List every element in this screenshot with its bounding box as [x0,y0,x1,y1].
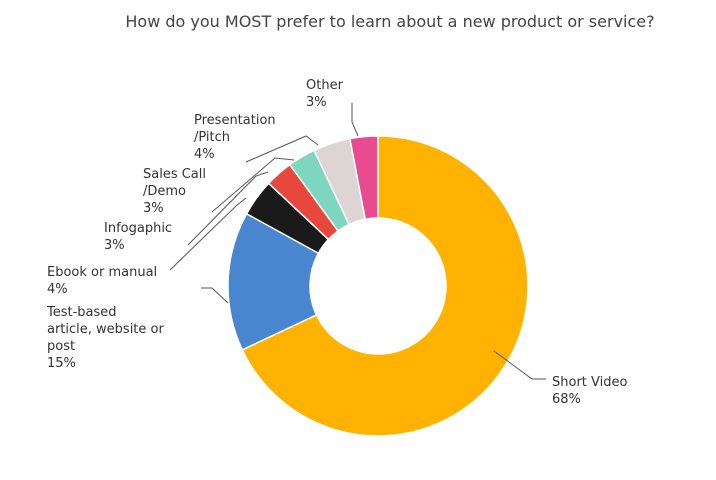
label-other: Other 3% [306,78,344,110]
leader-line-test-based-article-website-or-post [201,287,229,304]
leader-line-presentation-pitch [245,135,319,163]
leader-line-ebook-or-manual [169,197,247,271]
leader-line-sales-call-demo [211,157,295,213]
slice-short-video [241,135,529,437]
label-sales-call-demo: Sales Call/Demo 3% [143,167,206,216]
chart-title: How do you MOST prefer to learn about a … [125,12,654,31]
leader-line-infogaphic [187,171,269,246]
label-ebook-or-manual: Ebook or manual 4% [47,265,157,297]
slice-other [349,135,379,221]
leader-lines [169,103,546,380]
label-short-video: Short Video 68% [552,375,627,407]
leader-line-other [351,103,359,137]
label-presentation-pitch: Presentation/Pitch 4% [194,113,276,162]
slice-labels: Short Video 68% Test-based article, website… [46,78,627,407]
label-test-based-article-website-or-post: Test-based article, website or post 15% [46,305,164,371]
leader-line-short-video [493,350,546,380]
label-infogaphic: Infogaphic 3% [104,221,172,253]
donut-slices [227,135,529,437]
